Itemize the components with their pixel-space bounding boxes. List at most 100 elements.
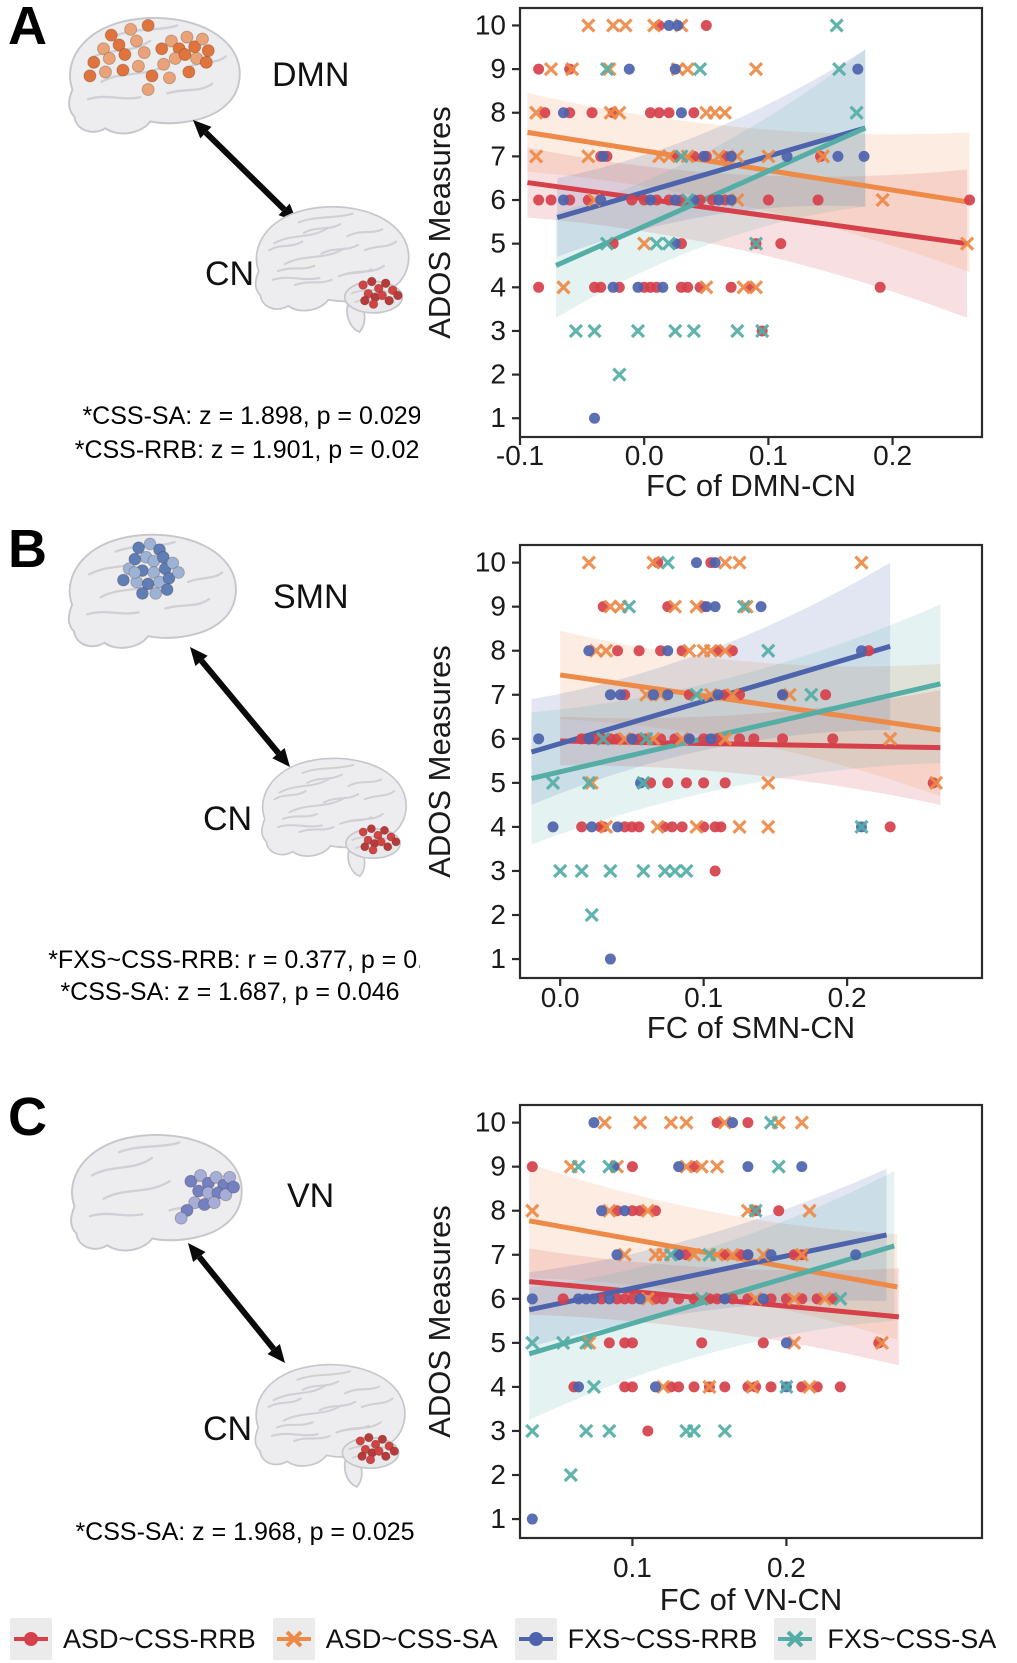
cn-brain bbox=[254, 1363, 406, 1488]
data-point bbox=[596, 1205, 608, 1217]
data-point bbox=[673, 1381, 685, 1393]
data-point bbox=[632, 1115, 648, 1130]
confidence-band-asd~css-sa bbox=[560, 630, 941, 797]
y-tick-label: 10 bbox=[475, 547, 506, 578]
data-point bbox=[626, 1381, 638, 1393]
legend-item-asd-css-sa: ASD~CSS-SA bbox=[272, 1618, 498, 1660]
y-axis-label: ADOS Measures bbox=[422, 645, 457, 878]
legend-key-x-teal bbox=[774, 1618, 817, 1660]
data-point bbox=[817, 1291, 833, 1306]
legend-key-x-orange bbox=[272, 1618, 315, 1660]
data-point bbox=[588, 1293, 600, 1305]
sulcus-line bbox=[276, 264, 316, 273]
data-point bbox=[964, 194, 976, 206]
data-point bbox=[632, 281, 644, 293]
data-point bbox=[725, 1247, 740, 1262]
data-point bbox=[705, 733, 717, 745]
panel-b: B SMN CN *FXS~CSS-RRB: r = 0.377, p = 0.037… bbox=[0, 500, 1017, 1050]
data-point bbox=[633, 645, 645, 657]
x-tick-label: 0.1 bbox=[684, 982, 723, 1013]
x-tick-label: 0.0 bbox=[541, 982, 580, 1013]
x-tick-label: -0.1 bbox=[496, 440, 544, 471]
sulcus-line bbox=[283, 247, 345, 266]
data-point bbox=[748, 280, 764, 295]
data-point bbox=[637, 236, 652, 251]
sulcus-line bbox=[273, 790, 307, 801]
network-node-dot bbox=[368, 845, 378, 855]
data-point bbox=[715, 821, 727, 833]
data-point bbox=[533, 194, 545, 206]
cn-label: CN bbox=[203, 800, 252, 838]
data-point bbox=[709, 601, 721, 613]
data-point bbox=[694, 1159, 709, 1174]
arrow-head-icon bbox=[272, 748, 290, 767]
y-tick-label: 3 bbox=[490, 315, 506, 346]
data-point bbox=[689, 687, 704, 702]
data-point bbox=[689, 599, 704, 614]
data-point bbox=[725, 687, 740, 702]
y-tick-label: 9 bbox=[490, 53, 506, 84]
network-brain-dmn bbox=[68, 16, 241, 135]
data-point bbox=[680, 192, 695, 208]
network-brain-vn-outline bbox=[70, 1133, 243, 1252]
sulcus-line bbox=[298, 826, 335, 833]
data-point bbox=[739, 599, 754, 614]
sulcus-line bbox=[267, 1397, 302, 1409]
data-point bbox=[742, 1249, 754, 1261]
cn-brain bbox=[261, 757, 407, 878]
trend-line-asd~css-sa bbox=[528, 1218, 898, 1290]
sulcus-line bbox=[164, 597, 211, 610]
sulcus-line bbox=[288, 796, 347, 814]
sulcus-line bbox=[273, 226, 330, 245]
scatter-series-asd~css-sa bbox=[529, 18, 975, 295]
cn-label: CN bbox=[205, 255, 254, 293]
data-point bbox=[709, 865, 721, 877]
data-point bbox=[667, 599, 683, 614]
data-point bbox=[666, 821, 678, 833]
x-tick-label: 0.2 bbox=[828, 982, 867, 1013]
sulcus-line bbox=[102, 1180, 171, 1200]
data-point bbox=[815, 150, 827, 162]
y-tick-label: 8 bbox=[490, 97, 506, 128]
panel-letter: B bbox=[8, 519, 47, 579]
data-point bbox=[680, 61, 695, 77]
network-node-dot bbox=[383, 842, 393, 852]
data-point bbox=[626, 1205, 638, 1217]
network-node-dot bbox=[87, 55, 101, 69]
data-point bbox=[699, 280, 714, 295]
data-point bbox=[815, 149, 831, 164]
sulcus-line bbox=[296, 1370, 352, 1381]
data-point bbox=[636, 863, 651, 879]
panel-b-chart: 1 2 3 4 5 6 7 8 9 10 0.0 0.1 0.2FC of SMN-CN ADOS Mea… bbox=[422, 543, 984, 1045]
data-point bbox=[757, 1337, 769, 1349]
data-point bbox=[545, 775, 561, 790]
network-node-dot bbox=[97, 42, 110, 56]
sulcus-line bbox=[278, 776, 332, 794]
network-node-dot bbox=[379, 825, 389, 835]
legend-label: FXS~CSS-SA bbox=[827, 1623, 997, 1654]
data-point bbox=[630, 323, 646, 339]
sulcus-line bbox=[88, 1212, 144, 1218]
data-point bbox=[663, 1115, 679, 1130]
data-point bbox=[603, 1337, 615, 1349]
cn-label: CN bbox=[203, 1410, 252, 1448]
network-brain-smn-nodes bbox=[117, 537, 185, 600]
sulcus-line bbox=[343, 1385, 381, 1395]
data-point bbox=[858, 150, 870, 162]
data-point bbox=[663, 1247, 679, 1262]
plot-area bbox=[525, 1115, 900, 1525]
data-point bbox=[686, 323, 702, 339]
data-point bbox=[603, 863, 618, 879]
network-node-dot bbox=[366, 276, 377, 287]
data-point bbox=[663, 19, 675, 31]
data-point bbox=[533, 281, 545, 293]
data-point bbox=[525, 1203, 540, 1218]
data-point bbox=[688, 107, 700, 119]
data-point bbox=[584, 907, 599, 923]
network-node-dot bbox=[381, 1451, 391, 1461]
network-node-dot bbox=[366, 824, 376, 834]
data-point bbox=[644, 107, 656, 119]
network-node-dot bbox=[227, 1180, 241, 1194]
network-node-dot bbox=[137, 46, 151, 60]
